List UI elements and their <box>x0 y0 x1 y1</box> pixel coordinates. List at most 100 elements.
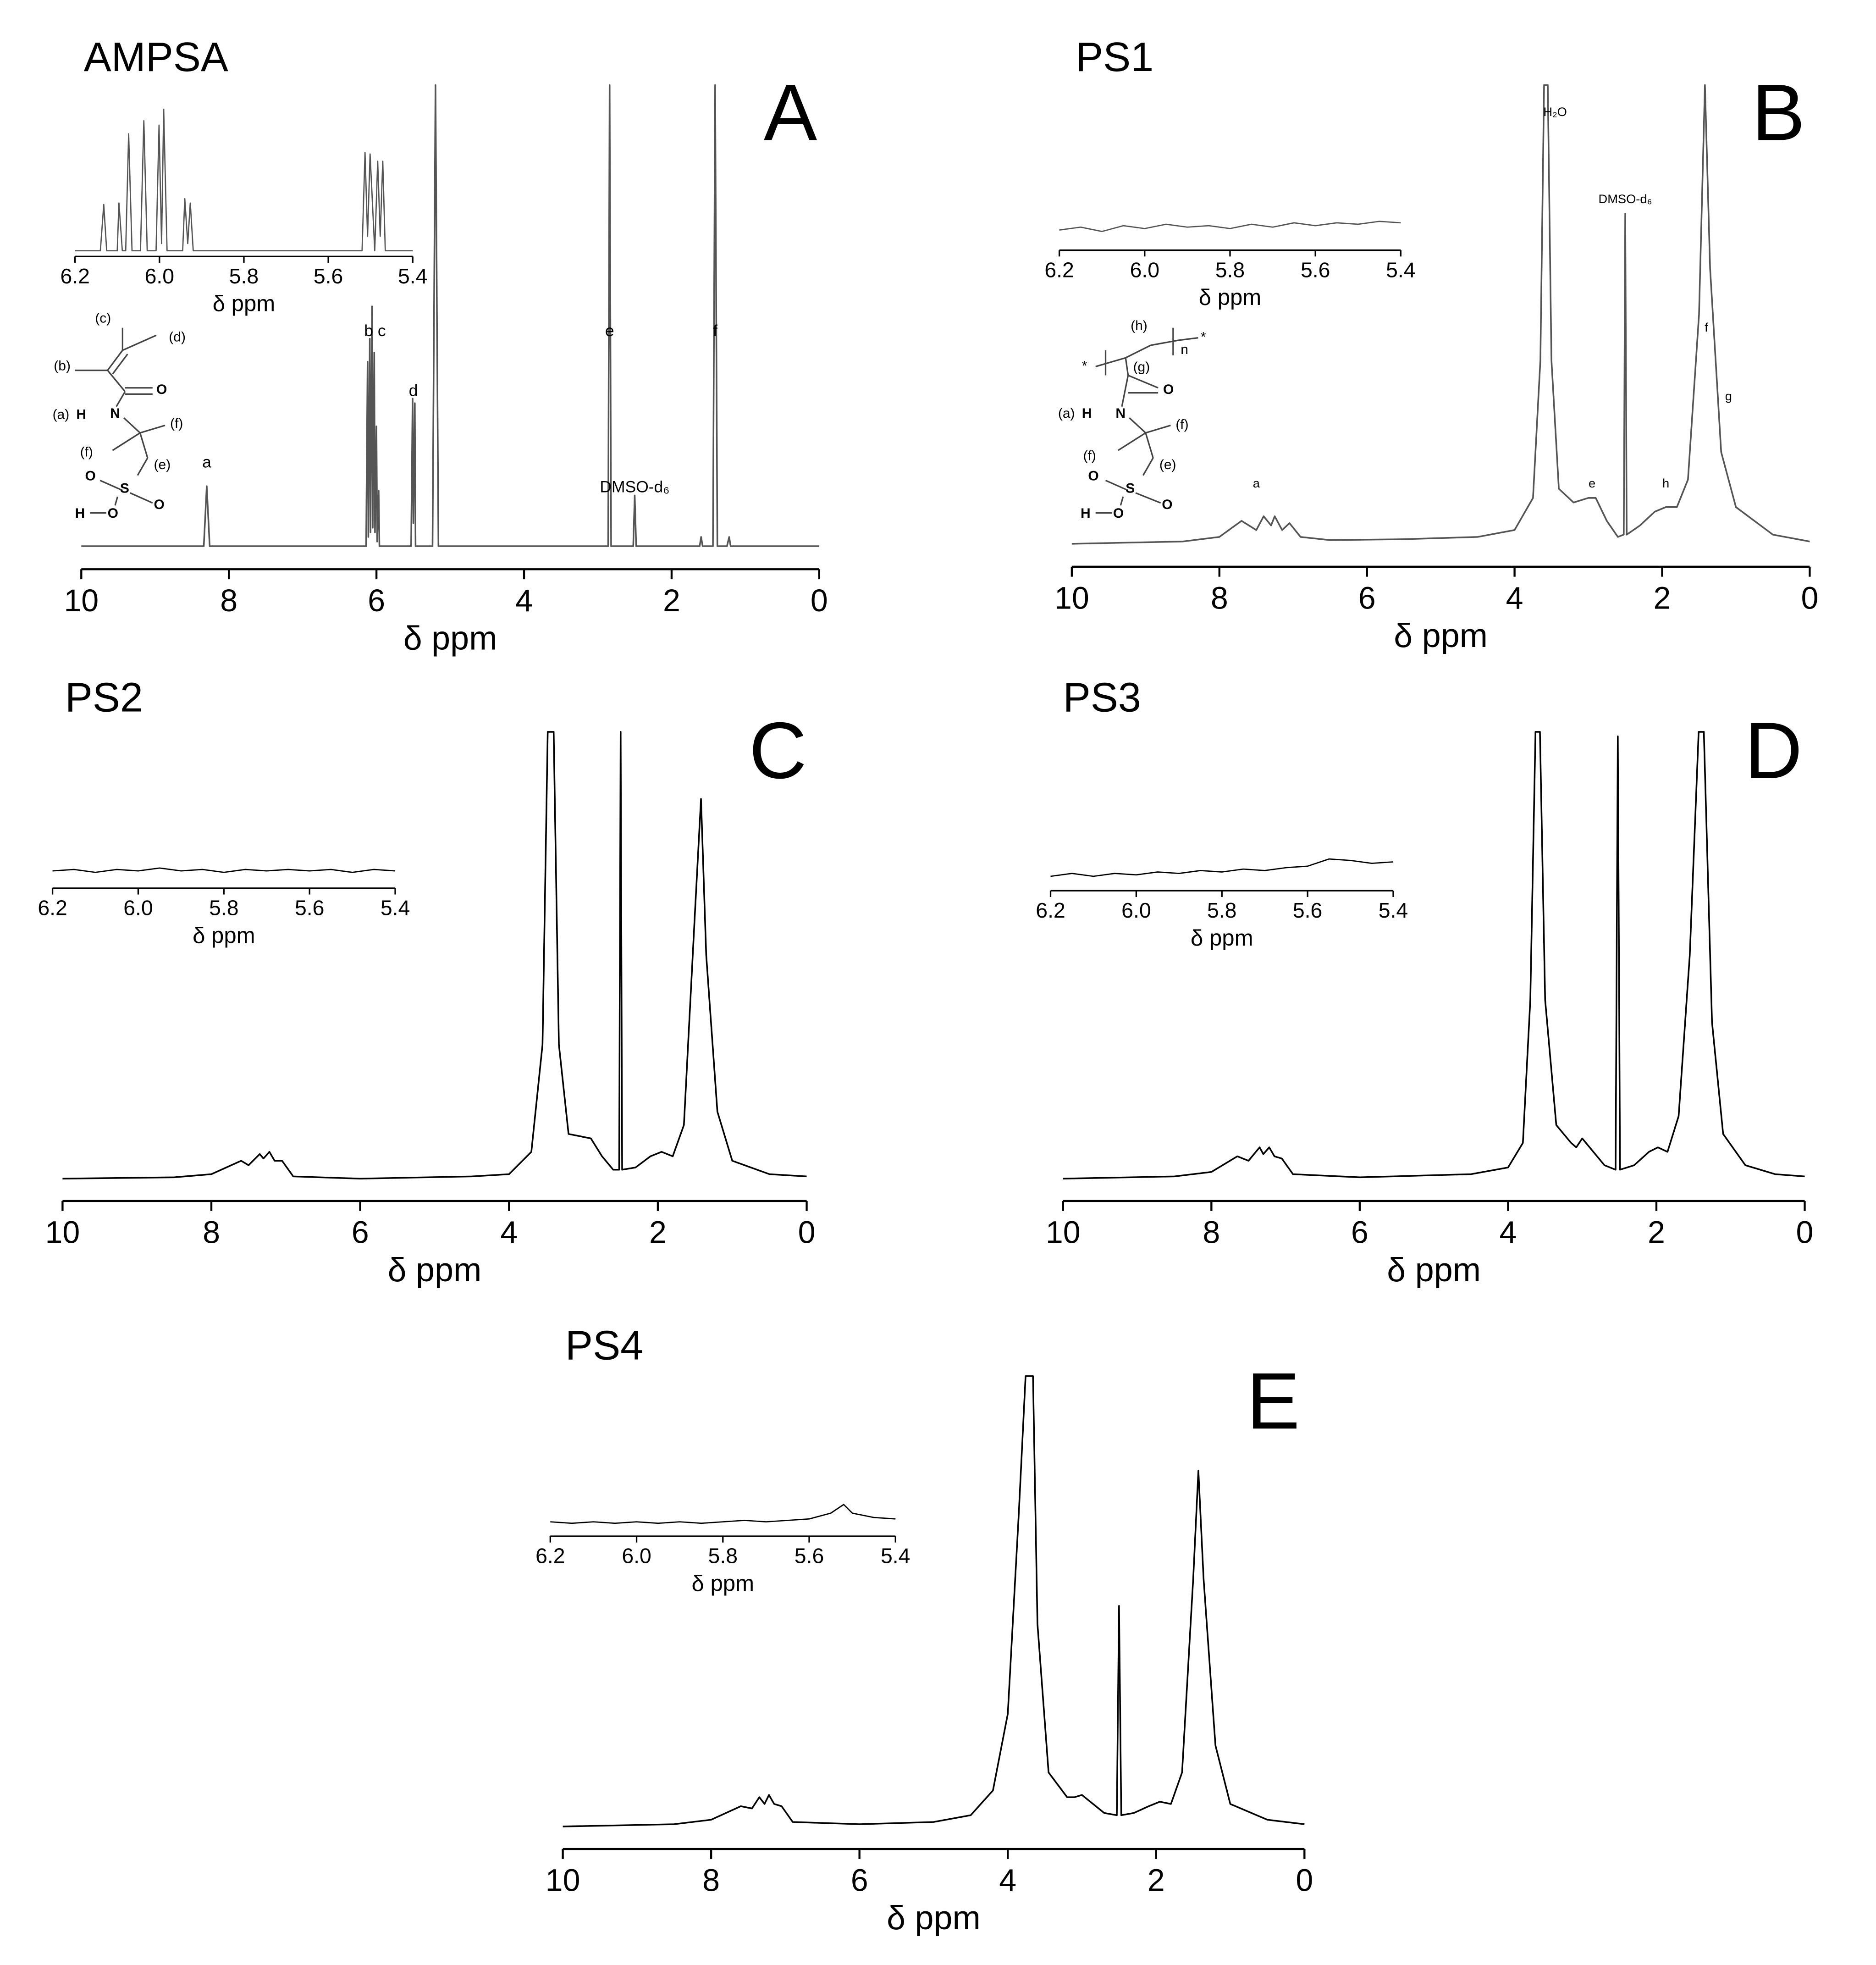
structure-label: (f) <box>170 416 183 431</box>
bonds <box>1095 327 1198 514</box>
structure-label: O <box>108 506 118 521</box>
spectrum-line <box>52 867 396 873</box>
peak-label: h <box>1662 476 1669 490</box>
structure-label: (f) <box>1175 417 1188 432</box>
x-tick-label: 10 <box>45 1215 80 1250</box>
x-tick-label: 2 <box>649 1215 667 1250</box>
x-tick-label: 4 <box>1506 581 1523 616</box>
panel-letter: E <box>1247 1356 1300 1445</box>
x-tick-label: 8 <box>702 1863 720 1898</box>
spectrum-line <box>1071 84 1810 545</box>
x-tick-label: 0 <box>811 583 828 618</box>
peak-label: e <box>605 321 614 340</box>
x-tick-label: 4 <box>1499 1215 1517 1250</box>
peak-label: f <box>713 321 717 340</box>
x-tick-label: 5.4 <box>1386 258 1415 282</box>
x-tick-label: 6.2 <box>60 264 89 288</box>
structure-label: O <box>1163 382 1174 397</box>
structure-label: H <box>75 506 85 521</box>
x-tick-label: 6.0 <box>1130 258 1159 282</box>
structure-label: O <box>156 382 167 397</box>
peak-label: g <box>1725 389 1732 403</box>
structure-label: O <box>1088 468 1098 483</box>
x-tick-label: 8 <box>203 1215 220 1250</box>
x-tick-label: 10 <box>1046 1215 1081 1250</box>
spectrum-line <box>550 1504 896 1524</box>
x-tick-label: 2 <box>663 583 680 618</box>
x-tick-label: 5.6 <box>795 1544 824 1568</box>
structure-label: H <box>1082 406 1092 421</box>
x-tick-label: 2 <box>1654 581 1671 616</box>
x-axis-label: δ ppm <box>1394 616 1488 654</box>
x-tick-label: 10 <box>64 583 99 618</box>
structure-label: S <box>1126 481 1135 496</box>
peak-label: a <box>1253 476 1260 490</box>
x-tick-label: 0 <box>1296 1863 1313 1898</box>
structure-label: S <box>120 481 129 496</box>
x-tick-label: 5.8 <box>708 1544 738 1568</box>
structure-label: (e) <box>154 457 171 472</box>
x-tick-label: 5.8 <box>1207 898 1236 922</box>
x-tick-label: 4 <box>999 1863 1016 1898</box>
x-tick-label: 6.2 <box>38 896 67 920</box>
x-tick-label: 5.6 <box>314 264 343 288</box>
structure-label: (a) <box>1058 406 1075 421</box>
x-tick-label: 6 <box>368 583 385 618</box>
spectrum-line <box>62 731 807 1179</box>
structure-label: (f) <box>1083 448 1096 464</box>
structure-label: N <box>1115 406 1126 421</box>
structure-label: (f) <box>80 445 93 460</box>
x-tick-label: 6.2 <box>1036 898 1065 922</box>
peak-label: b c <box>364 321 386 340</box>
x-tick-label: 6.0 <box>1121 898 1151 922</box>
peak-label: a <box>202 453 211 471</box>
panel-title: PS2 <box>65 675 143 721</box>
x-tick-label: 2 <box>1648 1215 1665 1250</box>
panel-letter: C <box>749 706 807 795</box>
structure-label: N <box>110 406 120 421</box>
x-axis-label: δ ppm <box>1199 285 1261 310</box>
x-axis-label: δ ppm <box>388 1251 482 1289</box>
x-tick-label: 5.8 <box>229 264 259 288</box>
peak-label: DMSO-d₆ <box>1599 192 1652 206</box>
structure-label: (b) <box>54 358 71 373</box>
panel-title: PS3 <box>1063 675 1141 721</box>
structure-label: (d) <box>169 330 186 345</box>
x-tick-label: 6.0 <box>123 896 153 920</box>
panel-title: PS4 <box>565 1323 643 1369</box>
structure-label: (e) <box>1159 457 1176 472</box>
x-tick-label: 10 <box>1054 581 1089 616</box>
spectrum-line <box>1050 858 1394 877</box>
structure-label: (c) <box>95 311 111 326</box>
x-tick-label: 6.2 <box>535 1544 565 1568</box>
x-tick-label: 4 <box>515 583 533 618</box>
x-tick-label: 6 <box>1358 581 1376 616</box>
structure-label: n <box>1181 342 1188 357</box>
spectrum-line <box>1063 731 1805 1179</box>
x-tick-label: 5.4 <box>381 896 410 920</box>
panel-letter: D <box>1744 706 1802 795</box>
x-tick-label: 5.6 <box>295 896 324 920</box>
x-tick-label: 5.8 <box>209 896 238 920</box>
structure-ampsa: (c) (d) (b) O (a) H N (f) (f) (e) O S O … <box>53 311 186 521</box>
x-tick-label: 6.2 <box>1044 258 1074 282</box>
peak-label: d <box>409 382 418 400</box>
x-tick-label: 6 <box>352 1215 369 1250</box>
x-axis-label: δ ppm <box>403 619 497 657</box>
structure-label: * <box>1082 358 1087 373</box>
structure-label: H <box>76 407 86 422</box>
spectrum-line <box>1059 221 1401 232</box>
x-tick-label: 5.4 <box>1379 898 1408 922</box>
x-tick-label: 5.6 <box>1293 898 1322 922</box>
peak-label: DMSO-d₆ <box>600 478 669 496</box>
structure-label: O <box>85 468 96 483</box>
structure-poly: * (h) n * (g) O (a) H N (f) (f) (e) O S … <box>1058 318 1206 521</box>
bonds <box>75 327 166 514</box>
x-tick-label: 0 <box>1796 1215 1814 1250</box>
structure-label: (h) <box>1131 318 1148 333</box>
x-tick-label: 5.4 <box>881 1544 910 1568</box>
x-axis-label: δ ppm <box>1191 926 1253 951</box>
x-tick-label: 5.4 <box>398 264 427 288</box>
